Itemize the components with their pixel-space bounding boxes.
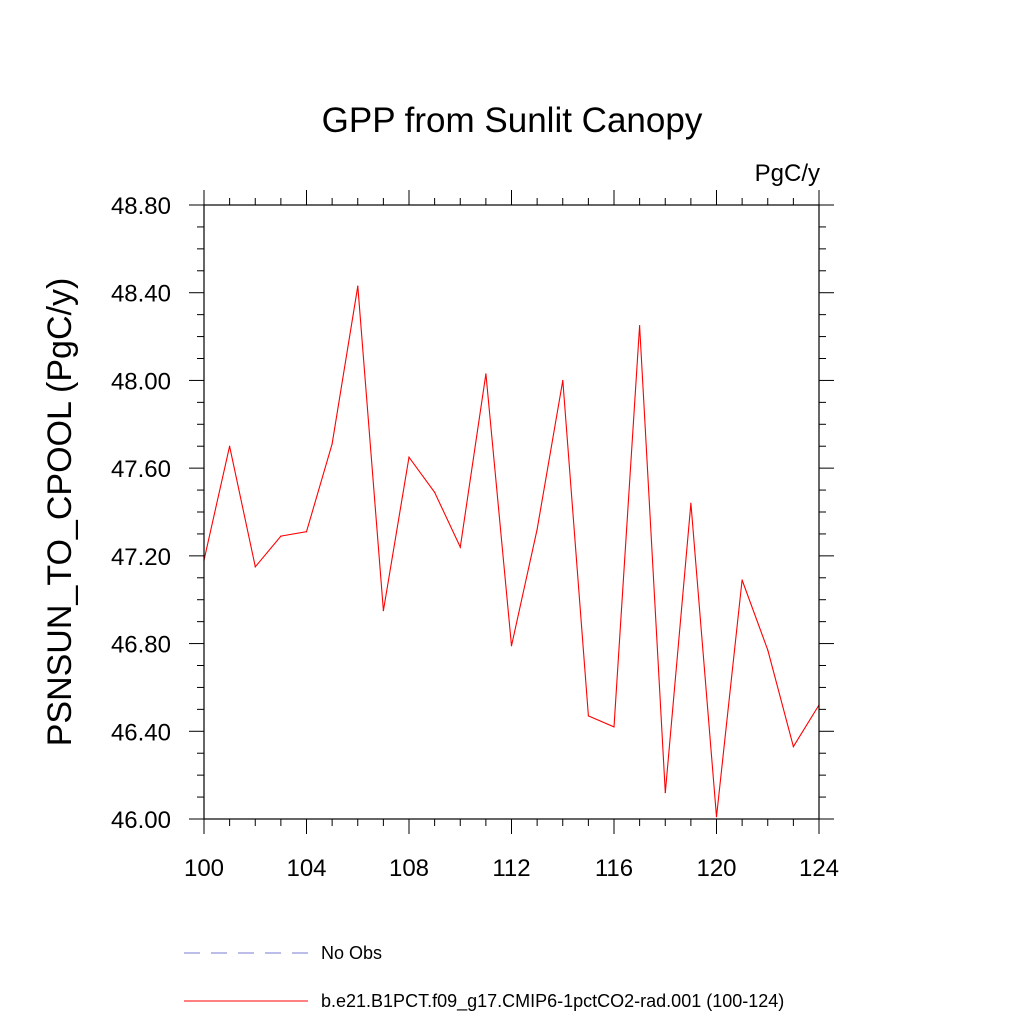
data-point bbox=[664, 792, 666, 794]
y-axis-label: PSNSUN_TO_CPOOL (PgC/y) bbox=[41, 278, 79, 747]
data-point bbox=[715, 816, 718, 818]
data-point bbox=[767, 649, 769, 651]
data-point bbox=[382, 610, 384, 612]
y-tick-label: 46.40 bbox=[111, 719, 171, 746]
data-point bbox=[562, 379, 564, 382]
data-point bbox=[434, 491, 436, 493]
x-tick-label: 120 bbox=[696, 855, 736, 882]
data-point bbox=[536, 528, 538, 531]
data-point bbox=[408, 456, 410, 458]
data-point bbox=[485, 373, 487, 375]
x-tick-label: 104 bbox=[286, 855, 326, 882]
legend-label: No Obs bbox=[321, 943, 382, 963]
y-tick-label: 47.60 bbox=[111, 456, 171, 483]
units-label: PgC/y bbox=[755, 160, 820, 187]
plot-frame bbox=[203, 204, 820, 820]
data-point bbox=[639, 325, 641, 327]
y-tick-label: 48.80 bbox=[111, 193, 171, 220]
data-point bbox=[510, 645, 513, 647]
series-line bbox=[203, 286, 820, 817]
data-point bbox=[690, 502, 692, 504]
x-tick-label: 112 bbox=[492, 855, 530, 882]
y-tick-label: 46.80 bbox=[111, 632, 171, 659]
legend: No Obs b.e21.B1PCT.f09_g17.CMIP6-1pctCO2-… bbox=[184, 943, 784, 1012]
data-point bbox=[331, 443, 333, 445]
chart-title: GPP from Sunlit Canopy bbox=[322, 101, 703, 140]
data-point bbox=[587, 715, 589, 717]
data-point bbox=[741, 579, 743, 581]
y-tick-label: 46.00 bbox=[111, 807, 171, 834]
x-tick-label: 116 bbox=[595, 855, 633, 882]
y-tick-label: 48.00 bbox=[111, 368, 171, 395]
data-point bbox=[254, 566, 256, 568]
y-tick-label: 47.20 bbox=[111, 544, 171, 571]
y-tick-label: 48.40 bbox=[111, 281, 171, 308]
axis-ticks: 100 104 108 112 116 120 124 46.00 46.40 46.80 47.2… bbox=[111, 190, 839, 882]
data-point bbox=[229, 445, 231, 447]
data-point bbox=[357, 285, 359, 287]
legend-label: b.e21.B1PCT.f09_g17.CMIP6-1pctCO2-rad.00… bbox=[321, 991, 784, 1012]
x-tick-label: 108 bbox=[389, 855, 429, 882]
x-tick-label: 124 bbox=[799, 855, 839, 882]
data-point bbox=[280, 535, 282, 537]
x-tick-label: 100 bbox=[184, 855, 224, 882]
data-point bbox=[305, 531, 308, 533]
data-point bbox=[613, 726, 615, 728]
data-point bbox=[459, 546, 461, 548]
series-layer bbox=[203, 285, 820, 818]
data-point bbox=[792, 746, 794, 748]
